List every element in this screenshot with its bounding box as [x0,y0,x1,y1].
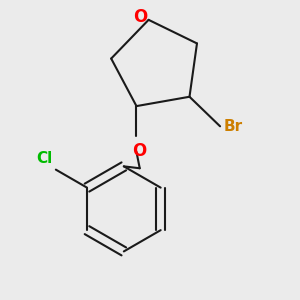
Text: Cl: Cl [36,152,52,166]
Text: Br: Br [224,119,242,134]
Text: O: O [133,142,147,160]
Text: O: O [133,8,148,26]
